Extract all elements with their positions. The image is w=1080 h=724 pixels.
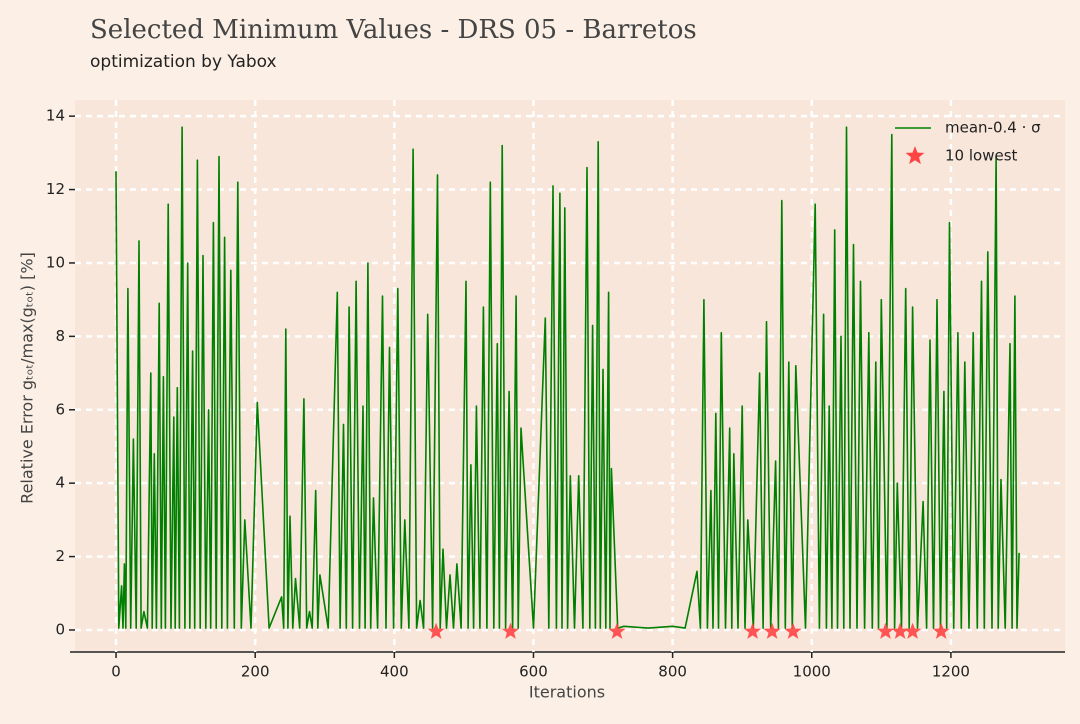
star-marker <box>427 622 445 639</box>
y-tick-label: 10 <box>46 253 65 271</box>
y-tick-label: 6 <box>55 400 65 418</box>
star-marker <box>932 622 950 639</box>
y-tick-label: 14 <box>46 107 65 125</box>
y-tick-label: 8 <box>55 327 65 345</box>
legend-label: 10 lowest <box>945 147 1018 165</box>
x-tick-label: 400 <box>380 663 409 681</box>
star-marker <box>784 622 802 639</box>
y-tick-label: 2 <box>55 547 65 565</box>
x-tick-label: 800 <box>658 663 687 681</box>
star-marker <box>608 622 626 639</box>
y-tick-label: 4 <box>55 474 65 492</box>
star-marker <box>904 622 922 639</box>
x-tick-label: 200 <box>241 663 270 681</box>
chart-title: Selected Minimum Values - DRS 05 - Barre… <box>90 15 697 45</box>
star-marker <box>876 622 895 639</box>
x-tick-label: 1000 <box>793 663 831 681</box>
legend-marker <box>905 146 925 165</box>
y-tick-label: 12 <box>46 180 65 198</box>
y-tick-label: 0 <box>55 620 65 638</box>
star-marker <box>763 622 781 639</box>
x-tick-label: 0 <box>111 663 121 681</box>
x-axis-label: Iterations <box>529 683 605 702</box>
x-tick-label: 600 <box>519 663 548 681</box>
data-line <box>115 126 1020 629</box>
legend-label: mean-0.4 · σ <box>945 119 1041 137</box>
marks <box>115 126 1020 639</box>
legend: mean-0.4 · σ 10 lowest <box>895 119 1041 165</box>
star-marker <box>744 622 762 639</box>
x-tick-label: 1200 <box>932 663 970 681</box>
star-marker <box>502 622 520 639</box>
chart-subtitle: optimization by Yabox <box>90 52 277 72</box>
y-axis-label: Relative Error gₜₒₜ/max(gₜₒₜ) [%] <box>18 252 37 504</box>
star-marker <box>891 622 909 639</box>
